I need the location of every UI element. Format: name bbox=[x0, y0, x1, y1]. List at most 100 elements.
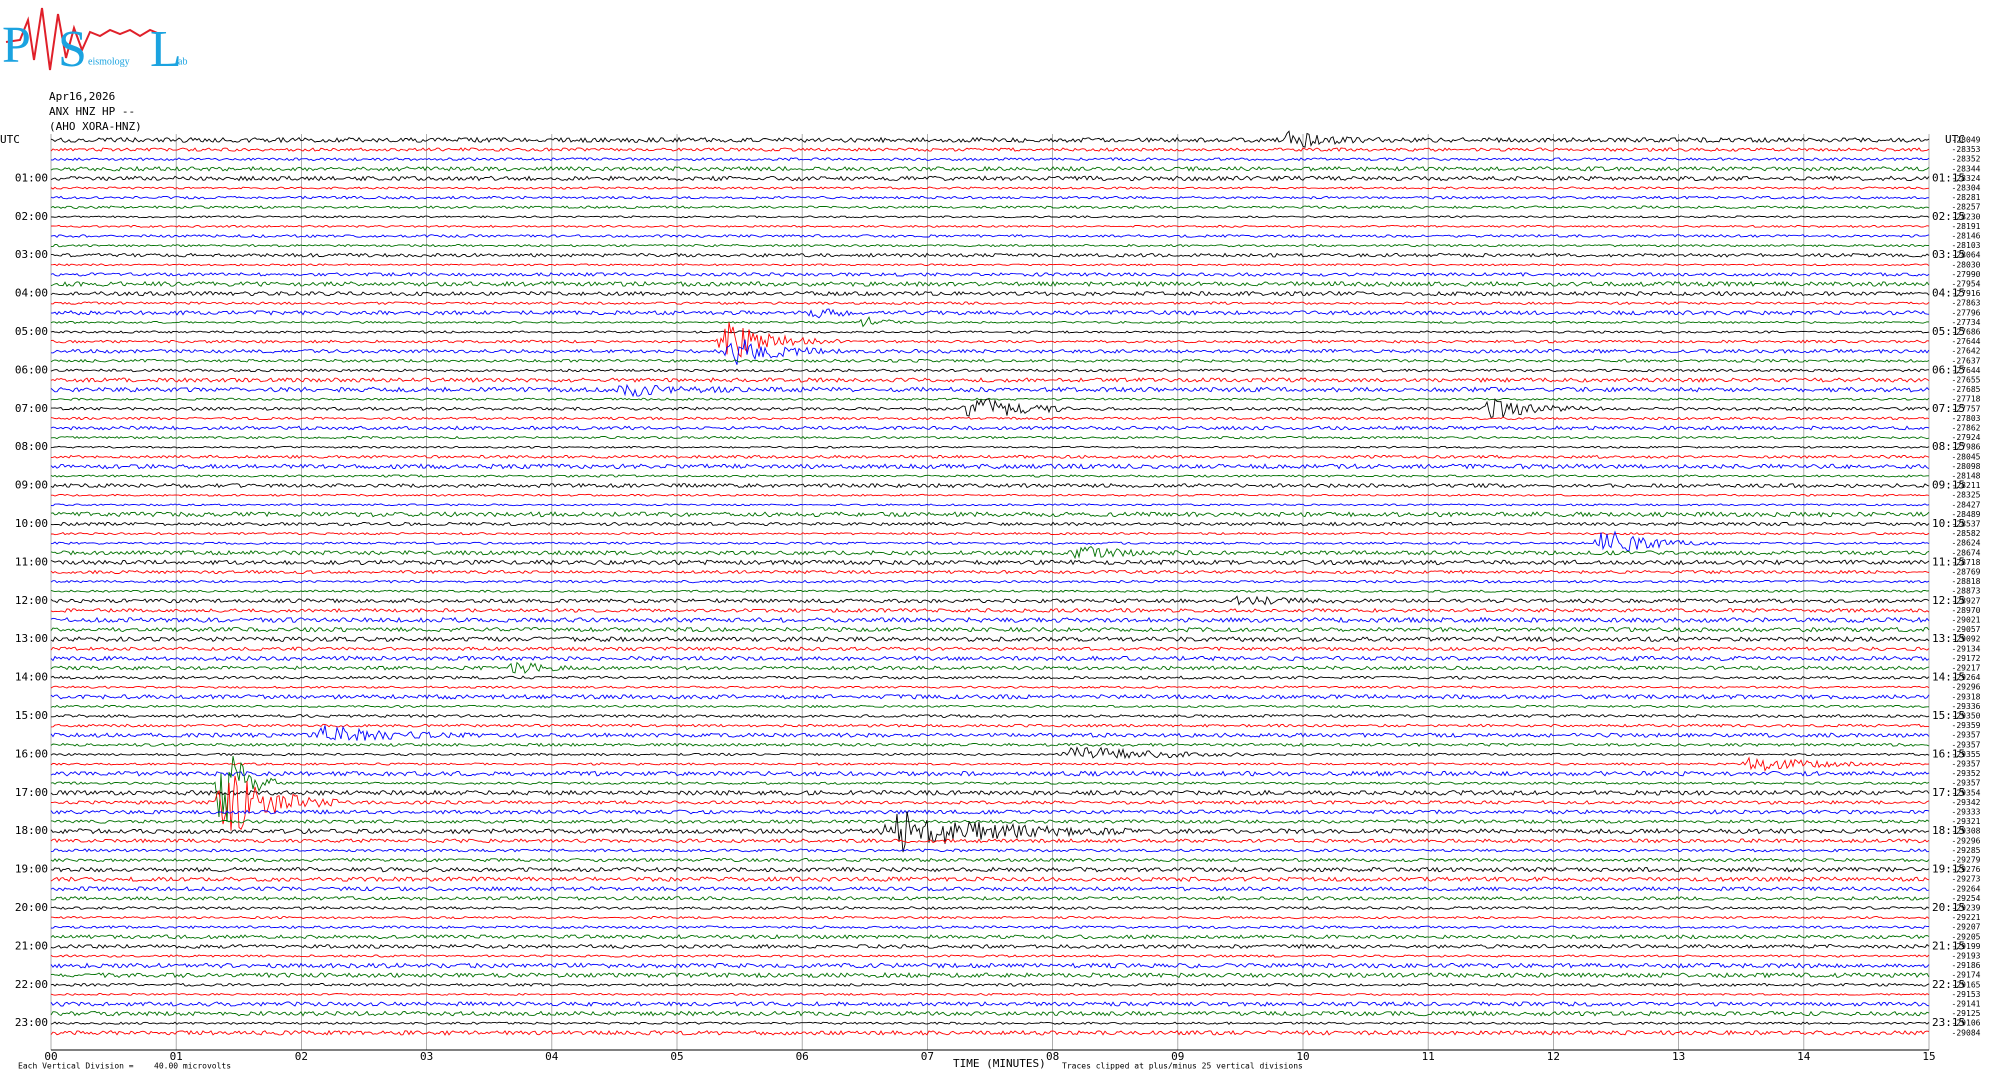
right-time-label: 05:15 bbox=[1932, 325, 1965, 338]
right-time-label: 12:15 bbox=[1932, 594, 1965, 607]
left-time-label: 13:00 bbox=[15, 632, 48, 645]
trace-offset: -28304 bbox=[1952, 184, 1981, 193]
trace-offset: -28049 bbox=[1952, 136, 1981, 145]
trace-offset: -27685 bbox=[1952, 385, 1981, 394]
left-time-label: 04:00 bbox=[15, 287, 48, 300]
trace-offset: -27734 bbox=[1952, 318, 1981, 327]
trace-offset: -29174 bbox=[1952, 971, 1981, 980]
trace-offset: -27644 bbox=[1952, 366, 1981, 375]
trace-offset: -28427 bbox=[1952, 500, 1981, 509]
trace-offset: -28353 bbox=[1952, 145, 1981, 154]
trace bbox=[50, 943, 1930, 950]
trace-offset: -28624 bbox=[1952, 539, 1981, 548]
trace-offset: -27803 bbox=[1952, 414, 1981, 423]
trace bbox=[50, 482, 1930, 489]
trace-offset: -28818 bbox=[1952, 577, 1981, 586]
trace-offset: -28537 bbox=[1952, 520, 1981, 529]
trace-offset: -29264 bbox=[1952, 673, 1981, 682]
trace-offset: -28064 bbox=[1952, 251, 1981, 260]
right-time-label: 03:15 bbox=[1932, 248, 1965, 261]
left-time-label: UTC bbox=[0, 133, 20, 146]
trace-offset: -29205 bbox=[1952, 932, 1981, 941]
x-tick-label: 13 bbox=[1672, 1050, 1685, 1063]
left-time-label: 12:00 bbox=[15, 594, 48, 607]
trace-offset: -29318 bbox=[1952, 692, 1981, 701]
trace bbox=[50, 595, 1930, 606]
trace bbox=[50, 454, 1930, 459]
trace-offset: -27916 bbox=[1952, 289, 1981, 298]
trace bbox=[50, 224, 1930, 228]
trace-offset: -29342 bbox=[1952, 798, 1981, 807]
trace-offset: -28674 bbox=[1952, 548, 1981, 557]
trace-offset: -27757 bbox=[1952, 404, 1981, 413]
trace bbox=[50, 661, 1930, 674]
trace-offset: -29357 bbox=[1952, 740, 1981, 749]
trace bbox=[50, 746, 1930, 760]
trace bbox=[50, 848, 1930, 853]
trace bbox=[50, 503, 1930, 507]
trace-offset: -29276 bbox=[1952, 865, 1981, 874]
left-time-label: 05:00 bbox=[15, 325, 48, 338]
logo-letter: P bbox=[2, 17, 31, 74]
trace-offset: -28927 bbox=[1952, 596, 1981, 605]
trace-offset: -29021 bbox=[1952, 616, 1981, 625]
trace-offset: -28582 bbox=[1952, 529, 1981, 538]
left-time-label: 09:00 bbox=[15, 479, 48, 492]
trace bbox=[50, 607, 1930, 614]
trace-offset: -28489 bbox=[1952, 510, 1981, 519]
x-tick-label: 14 bbox=[1797, 1050, 1811, 1063]
trace bbox=[50, 646, 1930, 652]
trace bbox=[50, 368, 1929, 373]
trace bbox=[50, 579, 1930, 584]
right-time-label: 20:15 bbox=[1932, 901, 1965, 914]
trace-offset: -28211 bbox=[1952, 481, 1981, 490]
trace-offset: -29350 bbox=[1952, 712, 1981, 721]
x-tick-label: 05 bbox=[670, 1050, 683, 1063]
right-time-label: 09:15 bbox=[1932, 479, 1965, 492]
trace-offset: -29221 bbox=[1952, 913, 1981, 922]
trace-offset: -28191 bbox=[1952, 222, 1981, 231]
trace-offset: -29217 bbox=[1952, 664, 1981, 673]
trace bbox=[50, 397, 1930, 401]
trace-offset: -29193 bbox=[1952, 952, 1981, 961]
trace bbox=[50, 1010, 1930, 1017]
x-tick-label: 08 bbox=[1046, 1050, 1059, 1063]
trace-offset: -29264 bbox=[1952, 884, 1981, 893]
left-time-label: 14:00 bbox=[15, 671, 48, 684]
trace bbox=[51, 493, 1930, 497]
trace bbox=[50, 322, 1930, 358]
right-time-label: 02:15 bbox=[1932, 210, 1965, 223]
trace bbox=[50, 301, 1930, 306]
trace bbox=[50, 655, 1930, 662]
right-time-label: 13:15 bbox=[1932, 632, 1965, 645]
trace bbox=[50, 383, 1930, 398]
right-time-label: 01:15 bbox=[1932, 171, 1965, 184]
trace bbox=[50, 693, 1930, 700]
trace bbox=[50, 165, 1930, 172]
trace bbox=[50, 416, 1930, 421]
x-tick-label: 06 bbox=[796, 1050, 809, 1063]
trace-offset: -29357 bbox=[1952, 779, 1981, 788]
trace bbox=[50, 280, 1930, 288]
trace bbox=[50, 175, 1930, 182]
trace bbox=[50, 725, 1930, 741]
trace-offset: -29296 bbox=[1952, 683, 1981, 692]
trace-offset: -29321 bbox=[1952, 817, 1981, 826]
trace-offset: -28148 bbox=[1952, 472, 1981, 481]
x-tick-label: 04 bbox=[545, 1050, 559, 1063]
left-time-label: 16:00 bbox=[15, 747, 48, 760]
trace-offset: -29172 bbox=[1952, 654, 1981, 663]
trace bbox=[50, 857, 1930, 863]
trace-offset: -29125 bbox=[1952, 1009, 1981, 1018]
trace bbox=[50, 723, 1930, 728]
footer-clip-note: Traces clipped at plus/minus 25 vertical… bbox=[1062, 1062, 1303, 1071]
trace-offset: -27644 bbox=[1952, 337, 1981, 346]
trace bbox=[50, 925, 1930, 930]
left-time-label: 03:00 bbox=[15, 248, 48, 261]
left-time-label: 18:00 bbox=[15, 824, 48, 837]
trace bbox=[50, 819, 1930, 824]
trace bbox=[51, 713, 1930, 719]
trace-offset: -27924 bbox=[1952, 433, 1981, 442]
trace bbox=[50, 775, 1930, 831]
